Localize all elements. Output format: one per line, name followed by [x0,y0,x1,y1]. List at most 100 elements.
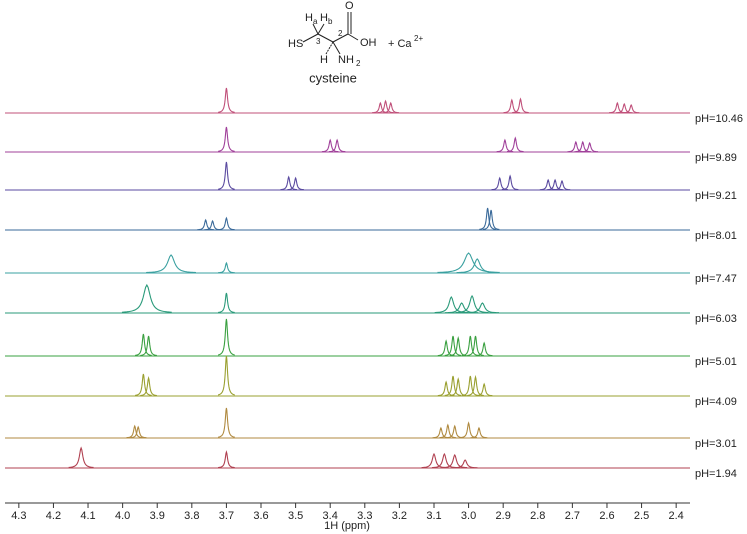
peak [129,425,147,439]
atom-label: HS [288,38,303,50]
atom-label: O [345,0,354,12]
x-tick-label: 3.5 [288,510,303,522]
peak [218,292,235,314]
x-axis-label: 1H (ppm) [324,520,370,532]
x-tick-label: 4.1 [80,510,95,522]
x-tick-label: 3.8 [184,510,199,522]
peak [455,294,489,314]
peak [68,446,94,469]
atom-label: 2 [356,59,361,68]
peak [496,138,514,153]
x-tick-label: 3.1 [426,510,441,522]
peak [445,302,479,314]
trace-label: pH=3.01 [695,438,737,450]
peak [218,161,235,190]
atom-label: H [305,12,313,24]
peak [280,175,298,191]
peak [553,179,571,191]
peak [444,335,462,357]
peak [461,335,479,357]
peak [546,178,564,191]
peak [431,452,457,469]
peak [442,453,468,469]
atom-label: a [313,17,318,26]
trace-label: pH=9.89 [695,152,737,164]
bond [325,41,334,55]
trace-label: pH=6.03 [695,313,737,325]
x-tick-label: 2.8 [530,510,545,522]
x-tick-label: 3.6 [253,510,268,522]
x-tick-label: 2.9 [496,510,511,522]
peak [574,140,592,153]
peak [452,459,478,469]
x-tick-label: 3.4 [323,510,338,522]
peak [467,374,484,397]
atom-label: NH [338,54,354,66]
bond [332,41,341,55]
bond [347,33,359,41]
peak [467,335,484,357]
trace-label: pH=5.01 [695,356,737,368]
trace-label: pH=8.01 [695,230,737,242]
x-tick-label: 3.7 [219,510,234,522]
peak [503,98,521,114]
atom-label: 2 [338,29,343,38]
reagent-charge: 2+ [414,34,423,43]
peak [218,87,235,113]
x-tick-label: 3.9 [150,510,165,522]
bond [302,33,319,43]
x-tick-label: 4.0 [115,510,130,522]
trace-label: pH=7.47 [695,273,737,285]
reagent: + Ca [388,38,412,50]
x-tick-label: 2.5 [634,510,649,522]
peak [581,141,599,153]
peak [377,99,394,114]
x-tick-label: 2.7 [565,510,580,522]
peak [506,136,524,153]
peak [140,375,157,397]
structure [302,12,359,55]
peak [217,318,235,356]
trace-label: pH=1.94 [695,468,737,480]
peak [218,261,235,274]
atom-label: 3 [316,37,321,46]
peak [218,126,235,152]
peak [475,382,493,397]
peak [501,174,519,191]
peak [512,97,529,114]
trace-label: pH=10.46 [695,113,743,125]
bond [312,23,319,35]
peak [218,216,235,231]
x-tick-label: 3.3 [357,510,372,522]
atom-label: H [320,54,328,66]
peak [321,138,339,153]
peak [197,218,214,231]
peak [461,375,479,397]
compound-name: cysteine [309,70,357,85]
peak [456,258,499,274]
x-tick-label: 2.6 [599,510,614,522]
peak [328,138,346,153]
atom-label: b [328,17,333,26]
peak [121,283,172,313]
trace-label: pH=4.09 [695,396,737,408]
peak [140,335,157,357]
peak [146,254,196,274]
peak [444,375,462,397]
peak [615,102,633,114]
peak [475,341,493,357]
atom-label: OH [360,37,377,49]
peak [437,252,500,274]
bond [317,33,334,43]
x-tick-label: 3.2 [392,510,407,522]
bond [332,33,349,43]
peak [479,207,497,230]
peak [217,355,235,396]
peak [460,421,477,439]
peak [465,302,500,314]
peak [217,407,235,438]
peak [126,424,144,439]
peak [134,373,152,396]
atom-label: H [320,12,328,24]
